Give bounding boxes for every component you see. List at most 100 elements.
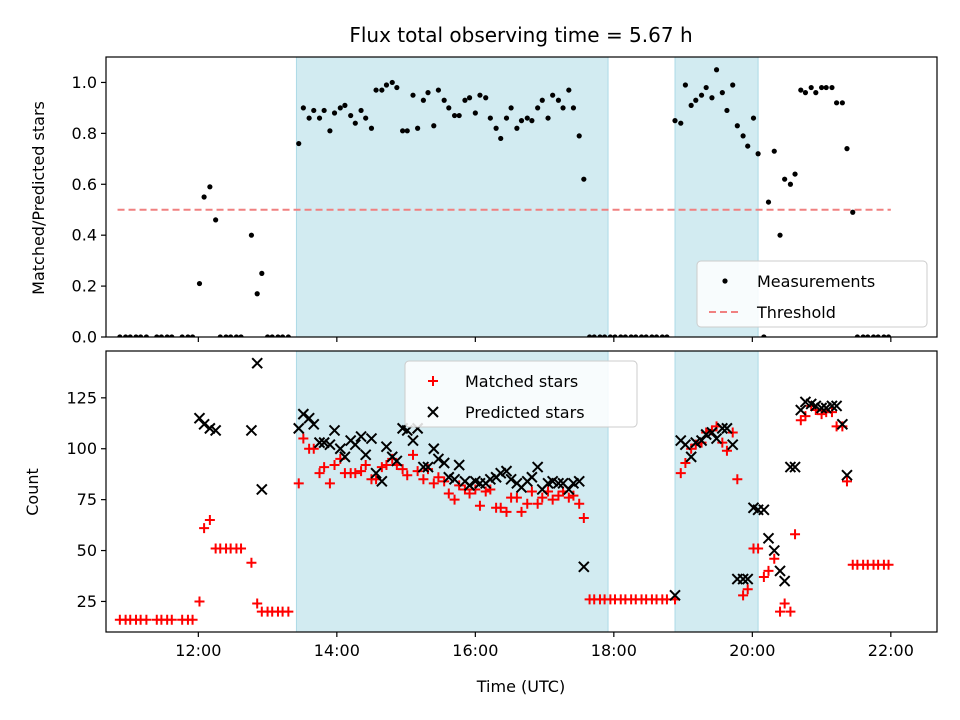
measurement-point [771,148,777,154]
predicted-star-point [721,422,733,435]
predicted-star-point [370,467,382,479]
measurement-point [560,105,566,111]
measurement-point [854,334,860,337]
predicted-star-point [762,532,775,545]
x-tick-label: 20:00 [729,641,775,660]
predicted-star-point [407,434,419,447]
predicted-star-point [526,471,538,483]
matched-star-point [753,543,764,554]
matched-star-point [826,407,837,418]
predicted-star-point [391,455,403,467]
measurement-point [259,270,265,276]
matched-star-point [883,559,894,570]
predicted-star-point [758,504,770,516]
x-tick-label: 14:00 [314,641,360,660]
matched-star-point [738,590,749,601]
matched-star-point [537,492,548,503]
matched-star-point [532,498,543,509]
measurement-point [143,334,149,337]
measurement-point [703,84,709,91]
measurement-point [535,105,541,111]
matched-star-point [376,462,387,473]
measurement-point [698,92,705,98]
measurement-point [570,105,577,111]
measurement-point [518,118,525,124]
measurement-point [713,67,720,73]
measurement-point [158,334,164,337]
measurement-point [566,87,572,93]
measurement-point [279,334,286,337]
measurement-point [154,334,160,337]
measurement-point [223,334,229,337]
x-tick-label: 16:00 [452,641,498,660]
predicted-star-point [365,432,378,445]
matched-star-point [578,512,589,523]
top-y-axis-label: Matched/Predicted stars [29,101,48,295]
measurement-point [664,334,670,337]
measurement-point [415,125,421,131]
measurement-point [586,334,593,337]
legend-marker-x [427,406,439,418]
predicted-star-point [422,461,434,473]
x-tick-label: 18:00 [591,641,637,660]
predicted-star-point [245,424,258,437]
matched-star-point [204,515,215,526]
measurement-point [514,125,520,131]
matched-star-point [314,468,325,479]
matched-star-point [308,443,319,454]
predicted-star-point [448,473,461,485]
measurement-point [672,118,678,124]
measurement-point [829,84,835,91]
matched-star-point [563,492,574,503]
measurement-point [213,217,219,223]
predicted-star-point [324,438,336,451]
measurement-point [682,82,688,88]
x-axis-label: Time (UTC) [476,677,565,696]
measurement-point [850,209,856,215]
matched-star-point [408,449,419,460]
predicted-star-point [669,589,681,602]
matched-star-point [329,460,340,471]
measurement-point [602,334,608,337]
predicted-star-point [349,438,362,451]
legend-box [404,360,638,428]
series-measurements [117,67,892,337]
measurement-point [451,112,458,119]
measurement-point [493,125,499,131]
matched-star-point [402,470,413,481]
measurement-point [709,95,715,101]
matched-star-point [141,614,152,625]
predicted-star-point [359,449,372,461]
matched-star-point [350,468,361,479]
measurement-point [368,125,375,131]
matched-star-point [443,488,454,499]
measurement-point [352,120,358,126]
legend-label: Matched stars [465,372,578,391]
measurement-point [740,133,746,139]
bottom-shaded-interval-2 [674,351,759,632]
measurement-point [745,143,751,149]
matched-star-point [775,606,786,617]
measurement-point [217,334,223,337]
measurement-point [539,97,545,103]
matched-star-point [568,490,579,501]
measurement-point [477,92,483,98]
matched-star-point [779,598,790,609]
predicted-star-point [578,561,590,573]
bottom-axes-frame [105,350,938,633]
matched-star-point [675,468,686,479]
predicted-star-point [795,404,807,416]
measurement-point [321,107,327,114]
measurement-point [420,97,426,103]
x-tick-label: 12:00 [175,641,221,660]
predicted-star-point [293,422,305,435]
measurement-point [839,100,845,106]
bottom-y-tick-label: 25 [77,592,97,611]
measurement-point [196,280,203,287]
measurement-point [618,334,624,337]
matched-star-point [516,506,527,517]
predicted-star-point [778,575,791,587]
top-y-tick-label: 0.8 [72,124,97,143]
predicted-star-point [380,440,393,453]
